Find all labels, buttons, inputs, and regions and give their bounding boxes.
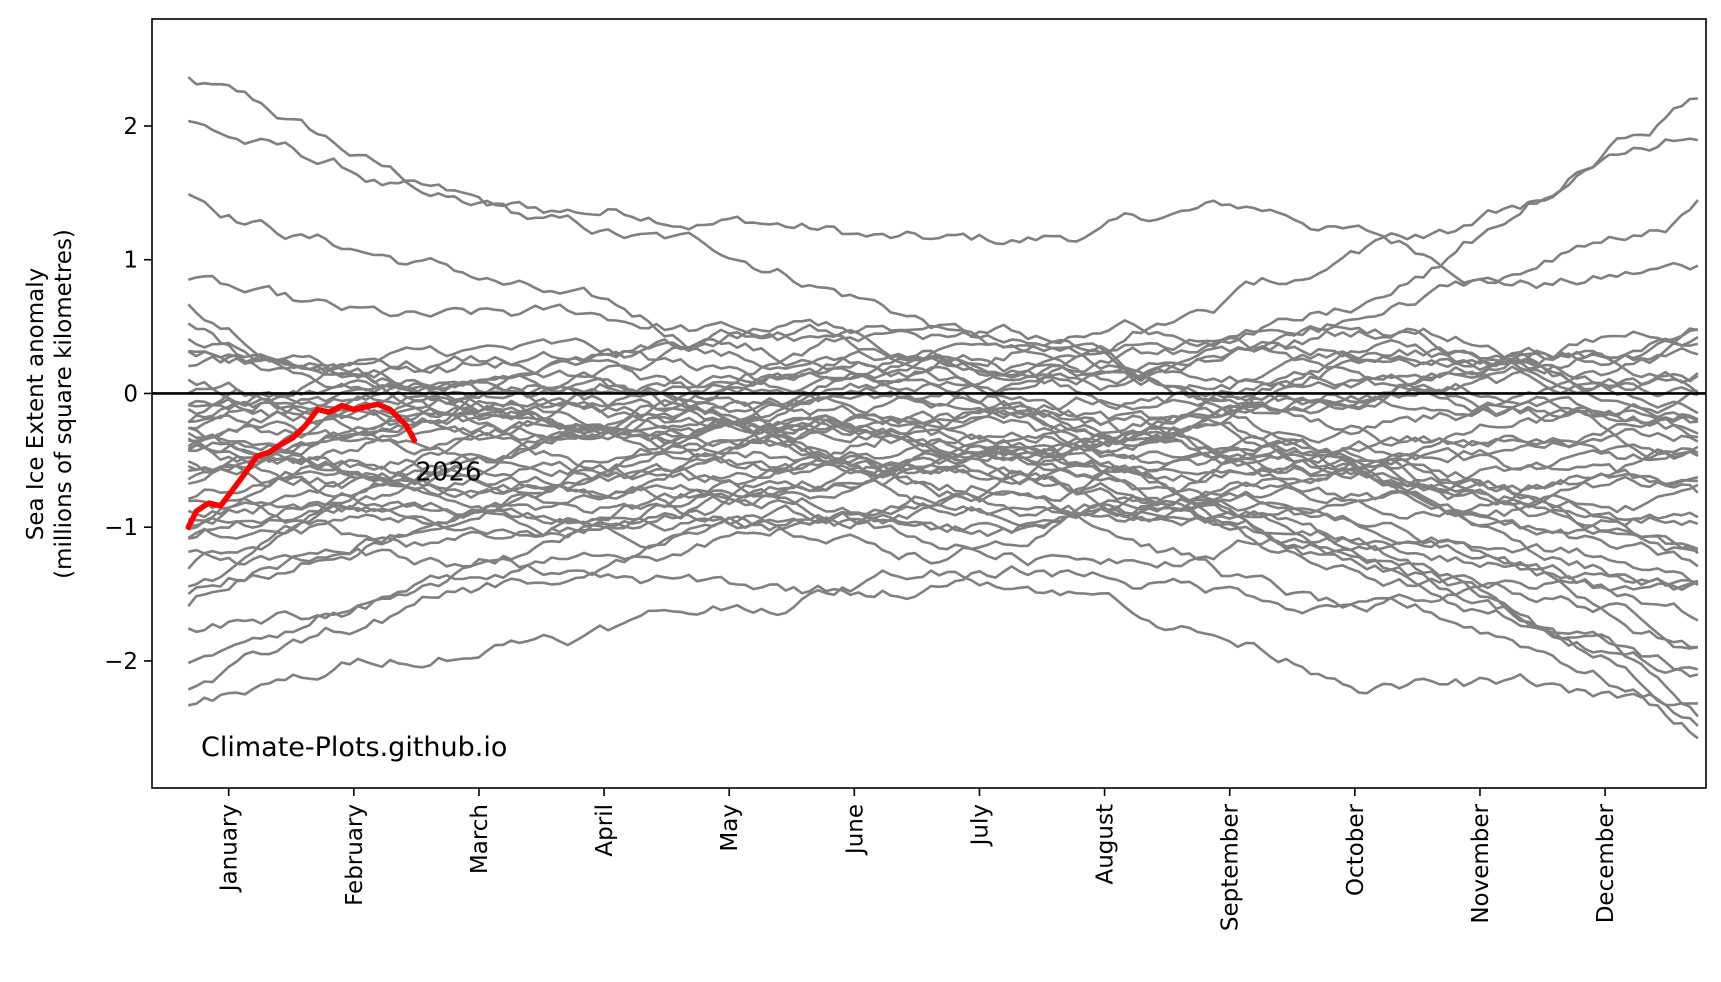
history-year-line [187,400,1699,501]
history-year-line [188,492,1699,592]
history-year-line [187,397,1699,650]
x-tick-label: April [592,804,618,857]
x-axis: January February March April May June July Augu… [217,788,1619,931]
history-year-line [188,327,1699,444]
y-axis: −2 −1 0 1 2 [104,114,152,675]
current-year-layer [185,401,418,530]
x-tick-label: August [1093,804,1119,885]
history-year-line [187,457,1699,678]
x-tick-label: November [1468,803,1494,923]
y-tick-label: −1 [104,515,138,541]
current-year-line [185,401,418,530]
history-year-line [188,491,1699,587]
current-year-label: 2026 [415,457,481,487]
historical-years-lines [187,76,1699,740]
history-year-line [187,415,1699,608]
history-year-line [188,137,1699,522]
y-tick-label: −2 [104,649,138,675]
history-year-line [187,199,1699,588]
history-year-line [187,487,1699,718]
history-year-line [187,466,1699,665]
x-tick-label: May [717,804,743,852]
y-tick-label: 2 [123,114,138,140]
history-year-line [187,337,1699,740]
x-tick-label: January [217,804,243,893]
history-year-line [187,565,1699,691]
x-tick-label: October [1343,803,1369,896]
history-year-line [187,274,1699,492]
history-year-line [187,402,1699,499]
x-tick-label: December [1593,803,1619,923]
history-year-line [187,349,1699,596]
y-tick-label: 1 [123,248,138,274]
history-year-line [188,569,1698,707]
history-year-line [187,456,1699,727]
history-year-line [188,397,1699,485]
plot-area-frame [151,18,1707,789]
y-axis-label-line1: Sea Ice Extent anomaly [23,268,49,541]
watermark-text: Climate-Plots.github.io [201,732,507,763]
history-year-line [187,370,1699,531]
x-tick-label: June [842,804,868,856]
history-year-line [187,76,1699,290]
y-tick-label: 0 [123,381,138,407]
history-year-line [188,346,1699,472]
history-year-line [188,441,1699,550]
x-tick-label: February [342,804,368,906]
history-year-line [188,427,1699,514]
x-tick-label: July [967,804,993,847]
x-tick-label: March [467,804,493,874]
history-year-line [187,448,1699,634]
history-year-line [187,97,1698,476]
history-year-line [187,382,1699,457]
history-year-line [188,414,1699,568]
history-year-line [187,325,1699,481]
x-tick-label: September [1218,803,1244,931]
y-axis-label-line2: (millions of square kilometres) [51,229,77,579]
